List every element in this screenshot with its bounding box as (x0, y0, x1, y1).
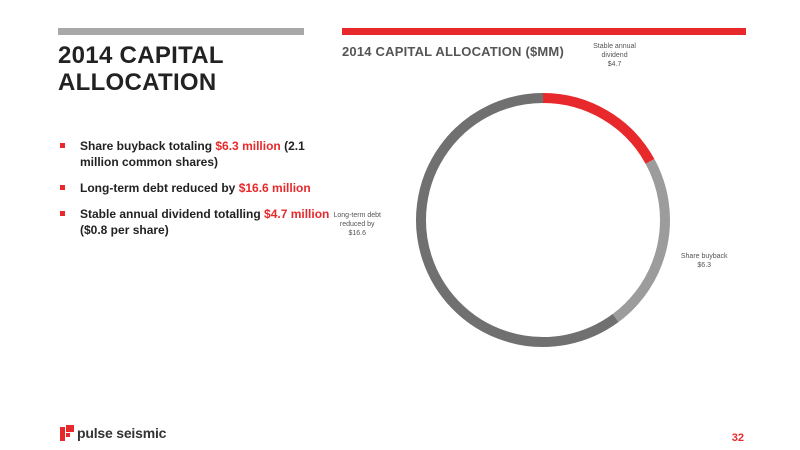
bullet-item-dividend: Stable annual dividend totalling $4.7 mi… (60, 206, 330, 238)
chart-title: 2014 CAPITAL ALLOCATION ($MM) (342, 44, 564, 59)
bullet-text: Long-term debt reduced by (80, 181, 239, 195)
slice-value-text: $6.3 (697, 261, 712, 269)
slice-label-text: Long-term debt reduced by (333, 212, 381, 229)
bullet-list: Share buyback totaling $6.3 million (2.1… (60, 138, 330, 248)
pulse-logo-icon (60, 425, 74, 441)
slice-value-text: $16.6 (348, 230, 367, 238)
bullet-highlight: $6.3 million (215, 139, 281, 153)
square-bullet-icon (60, 185, 65, 190)
donut-slice-0 (542, 93, 655, 164)
bullet-text: Stable annual dividend totalling (80, 207, 265, 221)
slice-value-text: $4.7 (607, 61, 622, 69)
bullet-text: (2.1 million common shares) (80, 139, 305, 169)
slice-label-text: Share buyback (680, 252, 728, 260)
slice-label-1: Share buyback $6.3 (669, 252, 739, 270)
bullet-highlight: $4.7 million (264, 207, 330, 221)
donut-slice-2 (416, 93, 619, 347)
logo-text: pulse seismic (77, 425, 167, 441)
slice-label-2: Long-term debt reduced by $16.6 (322, 211, 392, 238)
slide-title: 2014 CAPITAL ALLOCATION (58, 42, 224, 96)
square-bullet-icon (60, 143, 65, 148)
bullet-text: ($0.8 per share) (80, 223, 169, 237)
slice-label-text: Stable annual dividend (593, 43, 636, 60)
square-bullet-icon (60, 211, 65, 216)
company-logo: pulse seismic (60, 424, 166, 442)
bullet-highlight: $16.6 million (238, 181, 311, 195)
page-number: 32 (731, 432, 744, 444)
slice-label-0: Stable annual dividend $4.7 (580, 42, 650, 69)
bullet-item-share-buyback: Share buyback totaling $6.3 million (2.1… (60, 138, 330, 170)
bullet-item-debt-reduction: Long-term debt reduced by $16.6 million (60, 180, 330, 196)
title-accent-bar-gray (58, 28, 304, 35)
bullet-text: Share buyback totaling (80, 139, 216, 153)
chart-accent-bar-red (342, 28, 746, 35)
donut-slice-1 (612, 159, 670, 323)
